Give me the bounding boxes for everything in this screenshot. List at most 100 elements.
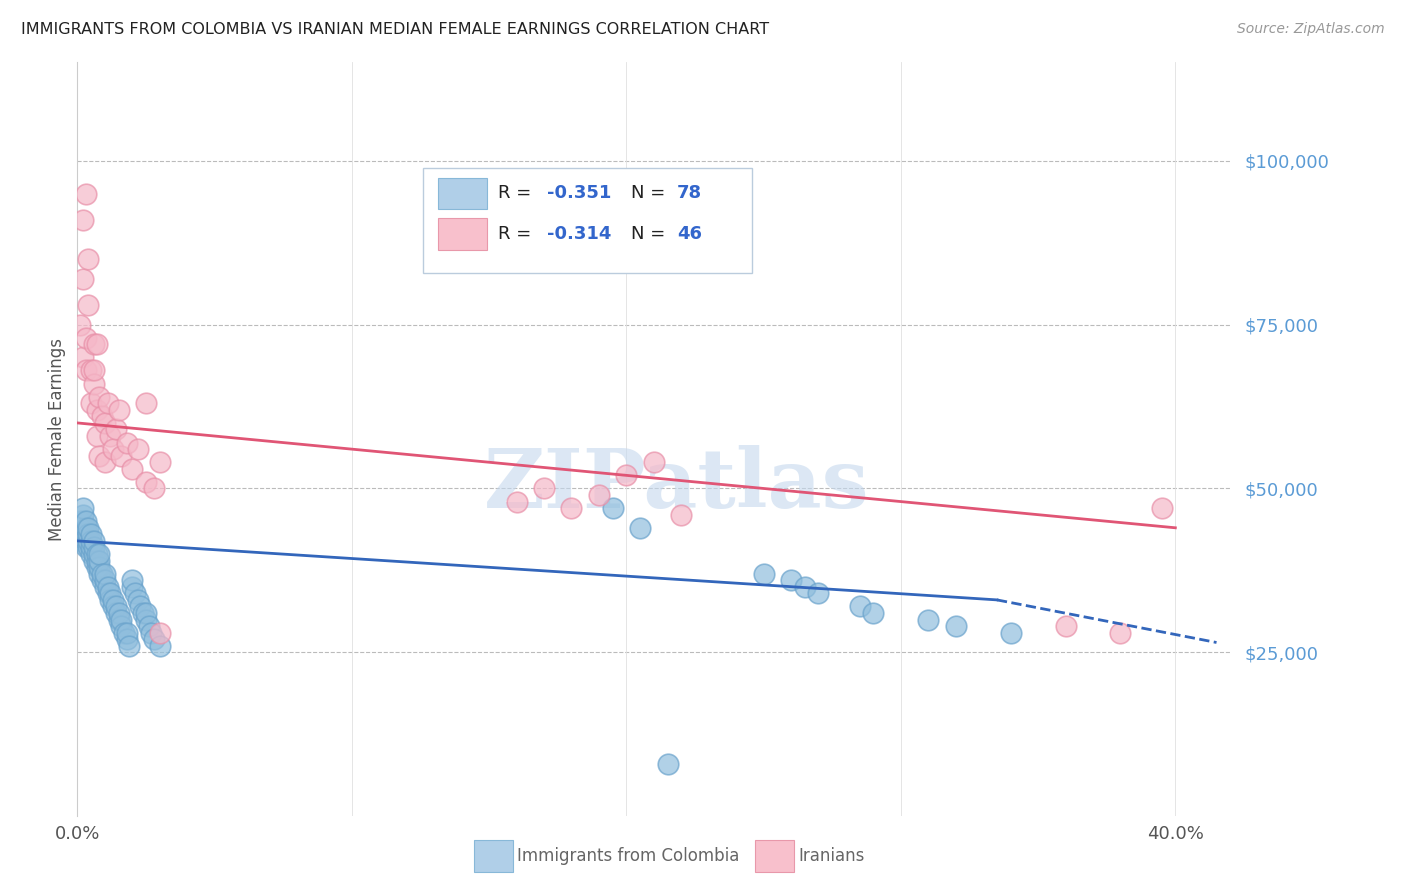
Point bbox=[945, 619, 967, 633]
Point bbox=[780, 573, 803, 587]
Point bbox=[1054, 619, 1077, 633]
Point bbox=[69, 514, 91, 528]
Point bbox=[1109, 625, 1132, 640]
Point bbox=[135, 613, 157, 627]
Point bbox=[657, 756, 679, 771]
Text: IMMIGRANTS FROM COLOMBIA VS IRANIAN MEDIAN FEMALE EARNINGS CORRELATION CHART: IMMIGRANTS FROM COLOMBIA VS IRANIAN MEDI… bbox=[21, 22, 769, 37]
Point bbox=[115, 435, 138, 450]
Point bbox=[588, 488, 610, 502]
Point bbox=[83, 376, 105, 391]
Point bbox=[86, 547, 108, 561]
Point bbox=[149, 625, 172, 640]
Point bbox=[112, 625, 135, 640]
Text: Iranians: Iranians bbox=[799, 847, 865, 865]
Point bbox=[118, 639, 141, 653]
Point bbox=[89, 390, 111, 404]
Point bbox=[83, 337, 105, 351]
Point bbox=[91, 409, 114, 424]
Point bbox=[115, 625, 138, 640]
Point bbox=[752, 566, 775, 581]
Point bbox=[80, 547, 103, 561]
FancyBboxPatch shape bbox=[423, 168, 752, 274]
Point bbox=[72, 521, 94, 535]
Point bbox=[86, 402, 108, 417]
Point bbox=[107, 606, 129, 620]
Point bbox=[75, 186, 97, 201]
Point bbox=[91, 573, 114, 587]
Point bbox=[94, 573, 117, 587]
Point bbox=[94, 580, 117, 594]
Point bbox=[89, 449, 111, 463]
Point bbox=[862, 606, 884, 620]
Point bbox=[132, 606, 155, 620]
Point bbox=[101, 593, 124, 607]
Point bbox=[614, 468, 637, 483]
Point bbox=[89, 553, 111, 567]
Text: N =: N = bbox=[631, 225, 671, 243]
Point bbox=[83, 363, 105, 377]
Point bbox=[83, 553, 105, 567]
Point bbox=[94, 566, 117, 581]
Point bbox=[89, 566, 111, 581]
Text: ZIPatlas: ZIPatlas bbox=[484, 444, 869, 524]
Point bbox=[80, 363, 103, 377]
Point bbox=[75, 541, 97, 555]
Point bbox=[129, 599, 152, 614]
Point bbox=[80, 541, 103, 555]
FancyBboxPatch shape bbox=[439, 219, 486, 250]
Point bbox=[98, 429, 121, 443]
Text: Source: ZipAtlas.com: Source: ZipAtlas.com bbox=[1237, 22, 1385, 37]
Point bbox=[72, 527, 94, 541]
Point bbox=[107, 402, 129, 417]
Point bbox=[104, 422, 127, 436]
Point bbox=[1000, 625, 1022, 640]
Point bbox=[86, 553, 108, 567]
Point bbox=[69, 521, 91, 535]
Text: 46: 46 bbox=[676, 225, 702, 243]
Point bbox=[121, 462, 143, 476]
Point bbox=[72, 533, 94, 548]
Point bbox=[848, 599, 870, 614]
Point bbox=[89, 547, 111, 561]
Point bbox=[77, 252, 100, 266]
Point bbox=[72, 271, 94, 285]
Point bbox=[643, 455, 665, 469]
Point bbox=[72, 501, 94, 516]
Point bbox=[80, 527, 103, 541]
Text: N =: N = bbox=[631, 184, 671, 202]
Point bbox=[96, 586, 118, 600]
Y-axis label: Median Female Earnings: Median Female Earnings bbox=[48, 338, 66, 541]
Text: Immigrants from Colombia: Immigrants from Colombia bbox=[517, 847, 740, 865]
Point bbox=[115, 632, 138, 647]
Point bbox=[533, 482, 555, 496]
Point bbox=[77, 533, 100, 548]
Point bbox=[135, 396, 157, 410]
Point bbox=[143, 632, 166, 647]
Point bbox=[107, 613, 129, 627]
Text: 78: 78 bbox=[676, 184, 702, 202]
Point bbox=[96, 580, 118, 594]
Point bbox=[75, 331, 97, 345]
Point bbox=[86, 429, 108, 443]
Point bbox=[72, 514, 94, 528]
Point bbox=[86, 337, 108, 351]
Point bbox=[141, 625, 163, 640]
Point bbox=[75, 363, 97, 377]
Point bbox=[75, 521, 97, 535]
Point bbox=[807, 586, 830, 600]
Point bbox=[83, 533, 105, 548]
Point bbox=[75, 533, 97, 548]
Point bbox=[101, 599, 124, 614]
Point bbox=[135, 606, 157, 620]
Point bbox=[80, 533, 103, 548]
Point bbox=[89, 560, 111, 574]
Point bbox=[98, 586, 121, 600]
Point bbox=[671, 508, 693, 522]
Point bbox=[560, 501, 582, 516]
Point bbox=[77, 521, 100, 535]
Point bbox=[83, 547, 105, 561]
Point bbox=[121, 573, 143, 587]
Text: R =: R = bbox=[498, 184, 537, 202]
Point bbox=[94, 416, 117, 430]
Point bbox=[69, 527, 91, 541]
